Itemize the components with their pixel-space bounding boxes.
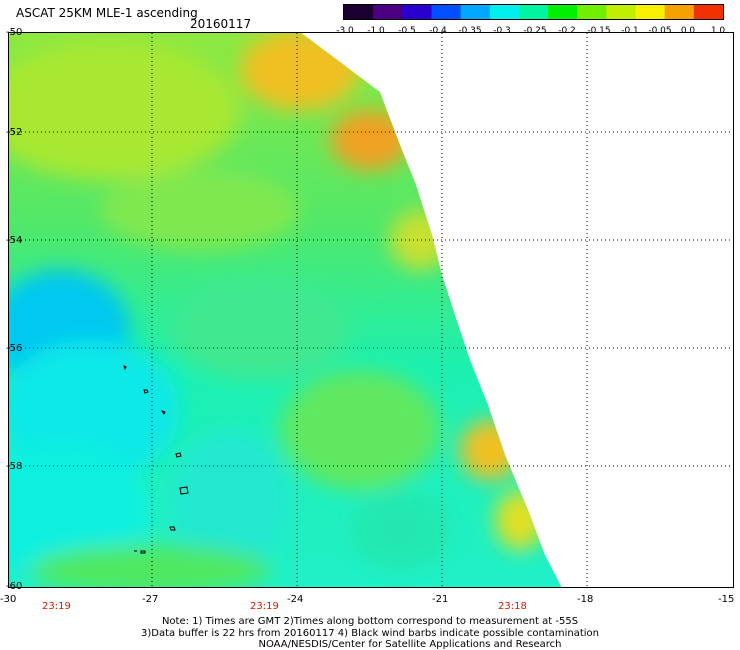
- colorbar-label: 0.0: [680, 26, 696, 36]
- colorbar-label: -0.35: [458, 26, 482, 36]
- lon-label: -21: [432, 594, 449, 605]
- lon-label: -27: [142, 594, 159, 605]
- lat-label: -52: [6, 127, 23, 138]
- colorbar-swatch: [664, 5, 695, 19]
- colorbar-swatch: [344, 5, 374, 19]
- colorbar-label: -0.15: [587, 26, 611, 36]
- island-outlines: [123, 365, 189, 554]
- lat-label: -56: [6, 343, 23, 354]
- lat-label: -54: [6, 235, 23, 246]
- colorbar-swatch: [635, 5, 666, 19]
- note-line-2: 3)Data buffer is 22 hrs from 20160117 4)…: [141, 628, 599, 639]
- graticule: [9, 33, 733, 587]
- map-frame: [8, 32, 734, 588]
- wind-swath: [8, 32, 562, 588]
- lat-label: -50: [6, 27, 23, 38]
- colorbar-label: -0.3: [493, 26, 511, 36]
- credit-line: NOAA/NESDIS/Center for Satellite Applica…: [258, 639, 562, 650]
- swath-time: 23:19: [250, 601, 279, 612]
- colorbar-swatch: [577, 5, 607, 19]
- colorbar-swatch: [693, 5, 723, 19]
- colorbar-swatch: [518, 5, 549, 19]
- colorbar-swatch: [489, 5, 520, 19]
- product-date: 20160117: [190, 17, 252, 31]
- colorbar-label: -1.0: [367, 26, 385, 36]
- colorbar-swatch: [373, 5, 403, 19]
- lon-label: -15: [718, 594, 735, 605]
- lat-label: -60: [6, 581, 23, 592]
- colorbar-label: -0.05: [648, 26, 672, 36]
- lon-label: -18: [577, 594, 594, 605]
- colorbar-label: -0.1: [621, 26, 639, 36]
- colorbar-label: -0.4: [429, 26, 447, 36]
- lon-label: -30: [0, 594, 17, 605]
- colorbar: [343, 4, 724, 20]
- colorbar-label: -0.5: [398, 26, 416, 36]
- colorbar-swatch: [548, 5, 578, 19]
- colorbar-swatch: [402, 5, 432, 19]
- product-title: ASCAT 25KM MLE-1 ascending: [16, 6, 198, 20]
- colorbar-swatch: [431, 5, 462, 19]
- colorbar-label: -0.2: [558, 26, 576, 36]
- note-line-1: Note: 1) Times are GMT 2)Times along bot…: [161, 616, 579, 627]
- colorbar-label: -3.0: [336, 26, 354, 36]
- colorbar-swatch: [460, 5, 491, 19]
- colorbar-label: 1.0: [710, 26, 726, 36]
- swath-time: 23:18: [498, 601, 527, 612]
- lat-label: -58: [6, 461, 23, 472]
- colorbar-labels: -3.0 -1.0 -0.5 -0.4 -0.35 -0.3 -0.25 -0.…: [330, 26, 730, 38]
- lon-label: -24: [287, 594, 304, 605]
- map-panel: [8, 32, 734, 588]
- colorbar-label: -0.25: [523, 26, 547, 36]
- colorbar-swatch: [606, 5, 637, 19]
- swath-time: 23:19: [42, 601, 71, 612]
